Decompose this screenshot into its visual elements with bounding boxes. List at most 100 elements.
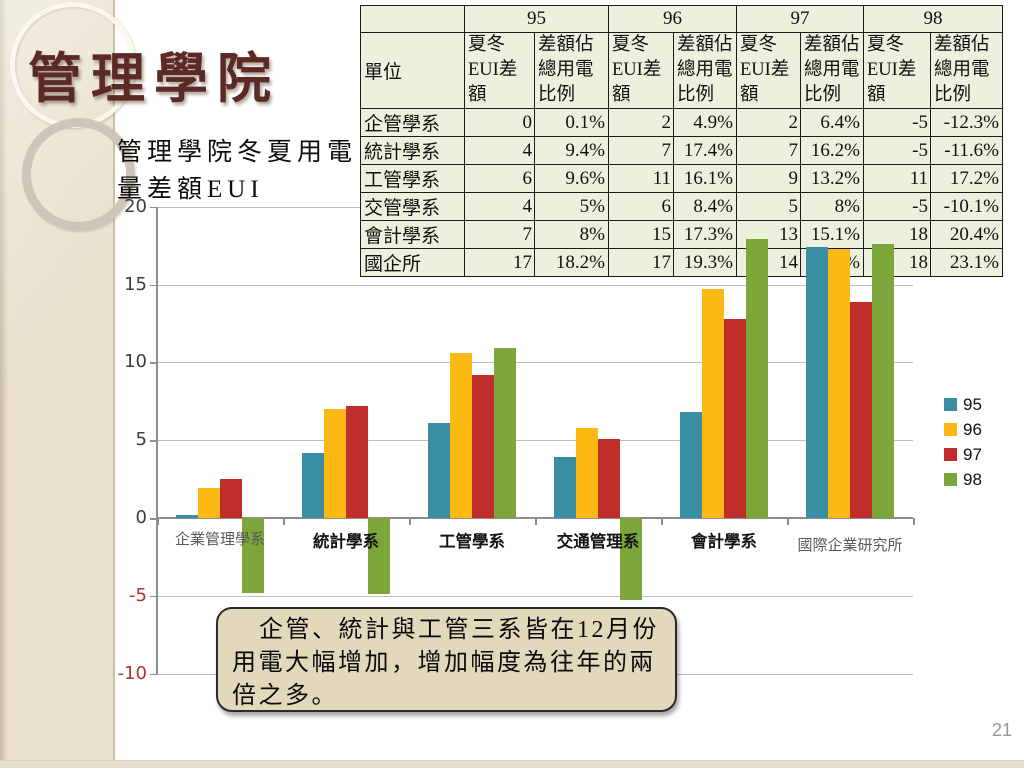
eui-value: 6	[608, 192, 674, 221]
pct-value: 5%	[534, 192, 609, 221]
pct-share-header-96: 差額佔總用電比例	[673, 32, 737, 109]
category-label: 企業管理學系	[174, 531, 265, 548]
eui-diff-header-98: 夏冬EUI差額	[863, 32, 931, 109]
pct-value: 18.2%	[534, 248, 609, 277]
unit-header: 單位	[360, 32, 465, 109]
y-tick	[150, 673, 157, 676]
eui-diff-header-96: 夏冬EUI差額	[608, 32, 674, 109]
category-label: 統計學系	[313, 533, 379, 551]
bottom-theme-strip	[0, 760, 1024, 768]
x-tick	[661, 518, 663, 525]
y-tick	[150, 362, 157, 364]
circle-ornament-icon	[22, 118, 135, 231]
callout-box: 企管、統計與工管三系皆在12月份用電大幅增加，增加幅度為往年的兩倍之多。	[216, 607, 677, 712]
eui-value: 11	[608, 164, 674, 193]
eui-value: 9	[736, 164, 801, 193]
pct-value: 23.1%	[930, 248, 1003, 277]
legend-swatch-icon	[944, 423, 957, 436]
slide-title: 管理學院	[28, 49, 280, 109]
eui-value: 7	[608, 136, 674, 165]
x-tick	[157, 518, 159, 525]
pct-value: -11.6%	[930, 136, 1003, 165]
bar-98-統計學系	[368, 518, 390, 595]
bar-98-國際企業研究所	[872, 244, 894, 518]
pct-value: 20.4%	[930, 220, 1003, 249]
y-tick	[150, 206, 157, 209]
row-name: 國企所	[360, 248, 465, 277]
eui-value: -5	[863, 192, 931, 221]
pct-value: 17.4%	[673, 136, 737, 165]
row-name: 會計學系	[360, 220, 465, 249]
category-label: 交通管理系	[556, 533, 640, 551]
y-tick	[150, 440, 157, 442]
y-tick	[150, 595, 157, 598]
gridline	[157, 440, 913, 442]
eui-value: 6	[464, 164, 535, 193]
bar-98-企業管理學系	[242, 518, 264, 593]
sidebar-edge-gradient	[0, 0, 8, 768]
bar-96-國際企業研究所	[828, 248, 850, 518]
legend-item: 96	[944, 417, 982, 442]
legend-label: 95	[963, 394, 982, 414]
year-header-95: 95	[464, 5, 609, 33]
row-name: 交管學系	[360, 192, 465, 221]
gridline	[157, 284, 913, 286]
pct-value: 17.3%	[673, 220, 737, 249]
pct-value: 19.3%	[673, 248, 737, 277]
legend-swatch-icon	[944, 398, 957, 411]
x-tick	[283, 518, 285, 525]
legend-swatch-icon	[944, 473, 957, 486]
y-axis-label: 10	[124, 351, 147, 373]
eui-value: 17	[464, 248, 535, 277]
bar-98-工管學系	[494, 348, 516, 518]
bar-95-企業管理學系	[176, 514, 198, 518]
pct-value: 0.1%	[534, 108, 609, 137]
bar-97-工管學系	[472, 374, 494, 518]
y-tick	[150, 518, 157, 520]
row-name: 工管學系	[360, 164, 465, 193]
x-tick	[913, 518, 915, 525]
bar-97-交通管理系	[598, 438, 620, 518]
bar-97-會計學系	[724, 318, 746, 518]
year-header-97: 97	[736, 5, 864, 33]
eui-value: 2	[608, 108, 674, 137]
bar-95-統計學系	[302, 452, 324, 518]
y-axis-label: 0	[135, 507, 147, 528]
pct-value: 13.2%	[800, 164, 864, 193]
eui-value: 7	[464, 220, 535, 249]
pct-value: 8%	[534, 220, 609, 249]
bar-98-會計學系	[746, 239, 768, 518]
row-name: 企管學系	[360, 108, 465, 137]
pct-value: 16.1%	[673, 164, 737, 193]
gridline	[157, 595, 913, 597]
pct-value: 16.2%	[800, 136, 864, 165]
theme-sidebar	[0, 0, 136, 768]
bar-97-統計學系	[346, 405, 368, 518]
legend-label: 98	[963, 469, 982, 489]
row-name: 統計學系	[360, 136, 465, 165]
page-number: 21	[991, 720, 1012, 740]
bar-96-統計學系	[324, 409, 346, 518]
pct-value: 17.2%	[930, 164, 1003, 193]
pct-value: 15.1%	[800, 220, 864, 249]
pct-value: -10.1%	[930, 192, 1003, 221]
pct-share-header-97: 差額佔總用電比例	[800, 32, 864, 109]
category-label: 國際企業研究所	[797, 537, 903, 554]
eui-value: 5	[736, 192, 801, 221]
bar-97-企業管理學系	[220, 479, 242, 518]
eui-diff-header-97: 夏冬EUI差額	[736, 32, 801, 109]
pct-value: 8.4%	[673, 192, 737, 221]
callout-text: 企管、統計與工管三系皆在12月份用電大幅增加，增加幅度為往年的兩倍之多。	[232, 617, 659, 709]
legend-swatch-icon	[944, 448, 957, 461]
pct-value: 8%	[800, 192, 864, 221]
legend-item: 97	[944, 442, 982, 467]
x-tick	[535, 518, 537, 525]
x-tick	[787, 518, 789, 525]
eui-value: 11	[863, 164, 931, 193]
pct-value: 4.9%	[673, 108, 737, 137]
bar-97-國際企業研究所	[850, 301, 872, 518]
y-axis-label: 5	[135, 429, 147, 451]
eui-value: -5	[863, 108, 931, 137]
x-tick	[409, 518, 411, 525]
